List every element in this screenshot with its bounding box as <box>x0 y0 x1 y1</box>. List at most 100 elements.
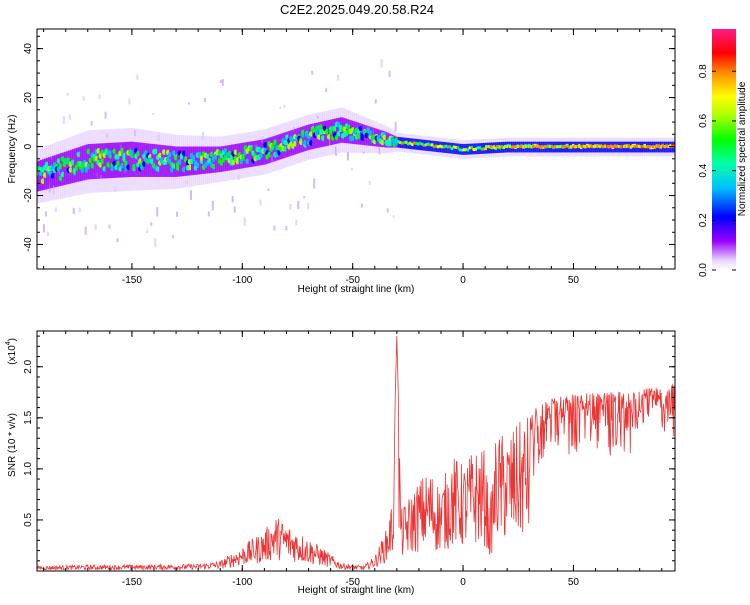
heatmap-cell-scatter <box>68 114 71 120</box>
spectrogram-ylabel: Frequency (Hz) <box>7 115 18 184</box>
heatmap-cell-line <box>535 145 538 149</box>
snr-ytick-label: 1.0 <box>23 461 34 475</box>
heatmap-cell-line <box>633 145 636 149</box>
heatmap-cell-line <box>524 145 527 149</box>
heatmap-cell-line <box>530 145 533 149</box>
heatmap-cell-scatter <box>207 211 210 217</box>
heatmap-cell-core <box>133 141 137 177</box>
heatmap-cell-scatter <box>368 180 371 185</box>
colorbar-tick-label: 0.6 <box>698 114 709 128</box>
heatmap-cell-line <box>554 145 557 149</box>
colorbar-label: Normalized spectral amplitude <box>737 81 748 216</box>
heatmap-cell-core <box>127 141 131 178</box>
heatmap-cell-line <box>564 145 567 149</box>
heatmap-cell-line <box>659 145 662 149</box>
spectrogram-xtick-label: -100 <box>232 275 252 286</box>
heatmap-cell-core <box>155 144 159 177</box>
heatmap-cell-line <box>522 145 525 149</box>
heatmap-cell-scatter <box>78 207 81 213</box>
heatmap-cell-line <box>490 145 493 149</box>
heatmap-cell-scatter <box>189 190 192 200</box>
heatmap-cell-core <box>71 149 75 184</box>
heatmap-cell-line <box>657 145 660 149</box>
heatmap-cell-scatter <box>72 207 75 214</box>
heatmap-cell-line <box>622 145 625 149</box>
heatmap-cell-scatter <box>54 207 57 212</box>
heatmap-cell-scatter <box>386 208 389 213</box>
heatmap-cell-scatter <box>374 99 377 104</box>
spectrogram-xlabel: Height of straight line (km) <box>298 284 415 295</box>
heatmap-cell-core <box>105 143 109 179</box>
heatmap-cell-scatter <box>116 238 119 243</box>
heatmap-cell-scatter <box>84 226 87 235</box>
heatmap-cell-scatter <box>44 211 47 217</box>
heatmap-cell-scatter <box>273 225 276 231</box>
heatmap-cell-core <box>282 132 286 159</box>
heatmap-cell-line <box>559 145 562 149</box>
heatmap-cell-scatter <box>267 188 270 192</box>
spectrogram-xtick-label: -50 <box>345 275 360 286</box>
heatmap-cell-scatter <box>221 78 224 86</box>
heatmap-cell-core <box>113 142 117 178</box>
heatmap-cell-line <box>614 145 617 149</box>
heatmap-cell-scatter <box>394 121 397 132</box>
colorbar-tick-label: 0.8 <box>698 64 709 78</box>
heatmap-cell-scatter <box>201 131 204 140</box>
heatmap-cell-core <box>119 142 123 178</box>
heatmap-cell-core <box>135 142 139 177</box>
heatmap-cell-line <box>498 145 501 149</box>
heatmap-cell-line <box>501 145 504 149</box>
heatmap-cell-scatter <box>311 70 314 75</box>
heatmap-cell-core <box>153 144 157 177</box>
heatmap-cell-core <box>258 140 262 166</box>
spectrogram-heatmap <box>37 59 675 248</box>
heatmap-cell-line <box>519 145 522 149</box>
heatmap-cell-line <box>546 145 549 149</box>
spectrogram-ytick-label: -20 <box>23 188 34 203</box>
heatmap-cell-line <box>607 145 610 149</box>
snr-xtick-label: -100 <box>232 577 252 588</box>
heatmap-cell-core <box>131 141 135 177</box>
heatmap-cell-scatter <box>146 229 149 234</box>
heatmap-cell-line <box>609 145 612 149</box>
heatmap-cell-line <box>538 145 541 149</box>
heatmap-cell-line <box>567 145 570 149</box>
heatmap-cell-scatter <box>98 94 101 99</box>
heatmap-cell-core <box>254 140 258 167</box>
heatmap-cell-line <box>662 145 665 149</box>
heatmap-cell-core <box>202 146 206 174</box>
heatmap-cell-scatter <box>150 222 153 226</box>
figure-title: C2E2.2025.049.20.58.R24 <box>280 2 434 17</box>
heatmap-cell-scatter <box>90 121 93 126</box>
heatmap-cell-line <box>599 145 602 149</box>
heatmap-cell-core <box>63 151 67 185</box>
heatmap-cell-scatter <box>279 106 282 109</box>
spectrogram-ytick-label: 0 <box>23 143 34 149</box>
heatmap-cell-line <box>532 145 535 149</box>
heatmap-cell-line <box>485 145 488 149</box>
spectrogram-ytick-label: -40 <box>23 237 34 252</box>
heatmap-cell-line <box>506 145 509 149</box>
heatmap-cell-line <box>487 145 490 149</box>
heatmap-cell-core <box>37 160 41 192</box>
heatmap-cell-line <box>654 145 657 149</box>
heatmap-cell-line <box>665 145 668 149</box>
heatmap-cell-scatter <box>337 74 340 81</box>
heatmap-cell-line <box>649 145 652 149</box>
heatmap-cell-line <box>514 145 517 149</box>
heatmap-cell-scatter <box>233 206 236 213</box>
heatmap-cell-line <box>585 145 588 149</box>
heatmap-cell-scatter <box>313 178 316 189</box>
heatmap-cell-line <box>596 145 599 149</box>
heatmap-cell-scatter <box>94 224 97 231</box>
heatmap-cell-line <box>527 145 530 149</box>
heatmap-cell-core <box>336 118 340 144</box>
heatmap-cell-scatter <box>297 200 300 210</box>
snr-panel: -150 -100 -50 0 50 0.5 1.0 1.5 2.0 Height of str… <box>5 330 676 596</box>
snr-axes: -150 -100 -50 0 50 0.5 1.0 1.5 2.0 <box>23 331 675 588</box>
heatmap-cell-core <box>157 144 161 177</box>
heatmap-cell-scatter <box>325 88 328 93</box>
heatmap-cell-line <box>516 145 519 149</box>
heatmap-cell-line <box>612 145 615 149</box>
heatmap-cell-scatter <box>307 202 310 210</box>
